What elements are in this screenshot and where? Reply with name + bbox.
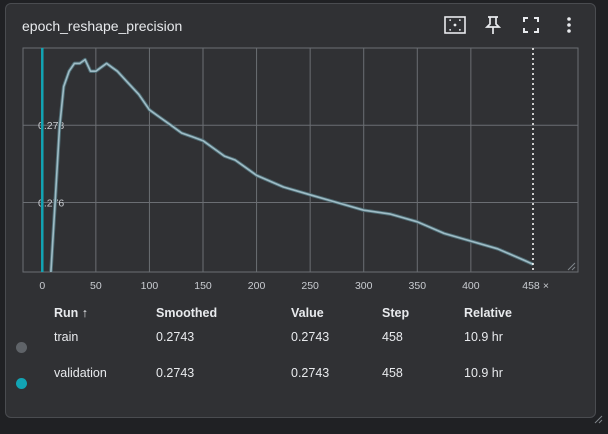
table-row: train 0.2743 0.2743 458 10.9 hr [16, 326, 554, 362]
card-toolbar [443, 13, 581, 37]
col-run[interactable]: Run ↑ [54, 306, 89, 320]
run-color-dot[interactable] [16, 342, 27, 353]
x-tick-label: 300 [355, 280, 373, 292]
x-axis-ticks: 0 50 100 150 200 250 300 350 400 [39, 280, 479, 292]
chart-series [41, 48, 534, 273]
x-tick-label: 0 [39, 280, 45, 292]
run-name: validation [54, 366, 107, 380]
y-tick-label: 0.276 [38, 197, 64, 209]
hover-label-bg [514, 277, 556, 293]
train-series-line [50, 58, 534, 273]
more-vert-icon[interactable] [557, 13, 581, 37]
x-tick-label: 200 [248, 280, 266, 292]
smoothed-value: 0.2743 [156, 330, 195, 344]
relative-value: 10.9 hr [464, 366, 503, 380]
table-row: validation 0.2743 0.2743 458 10.9 hr [16, 362, 554, 398]
x-tick-label: 50 [90, 280, 102, 292]
hover-marker: 458 × [514, 48, 556, 293]
x-tick-label: 100 [141, 280, 159, 292]
run-color-dot[interactable] [16, 378, 27, 389]
x-tick-label: 400 [462, 280, 480, 292]
scalar-card: epoch_reshape_precision [5, 3, 596, 418]
x-tick-label: 350 [409, 280, 427, 292]
chart-resize-icon[interactable] [566, 258, 576, 276]
chart-grid [22, 47, 579, 273]
fit-domain-icon[interactable] [443, 13, 467, 37]
x-tick-label: 250 [301, 280, 319, 292]
x-tick-label: 150 [194, 280, 212, 292]
fullscreen-icon[interactable] [519, 13, 543, 37]
col-smoothed: Smoothed [156, 306, 218, 320]
col-relative: Relative [464, 306, 512, 320]
smoothed-value: 0.2743 [156, 366, 195, 380]
col-step: Step [382, 306, 410, 320]
plot-border [22, 47, 579, 273]
train-series-halo [49, 57, 534, 273]
runs-table-header: Run ↑ Smoothed Value Step Relative [16, 300, 554, 326]
raw-value: 0.2743 [291, 366, 330, 380]
relative-value: 10.9 hr [464, 330, 503, 344]
card-resize-icon[interactable] [593, 411, 603, 429]
card-title: epoch_reshape_precision [22, 18, 183, 34]
raw-value: 0.2743 [291, 330, 330, 344]
hover-close-icon: × [543, 280, 549, 292]
step-value: 458 [382, 366, 403, 380]
step-value: 458 [382, 330, 403, 344]
pin-icon[interactable] [481, 13, 505, 37]
run-name: train [54, 330, 79, 344]
col-value: Value [291, 306, 324, 320]
hover-step-label: 458 [522, 280, 540, 292]
runs-table: Run ↑ Smoothed Value Step Relative train… [16, 300, 554, 398]
